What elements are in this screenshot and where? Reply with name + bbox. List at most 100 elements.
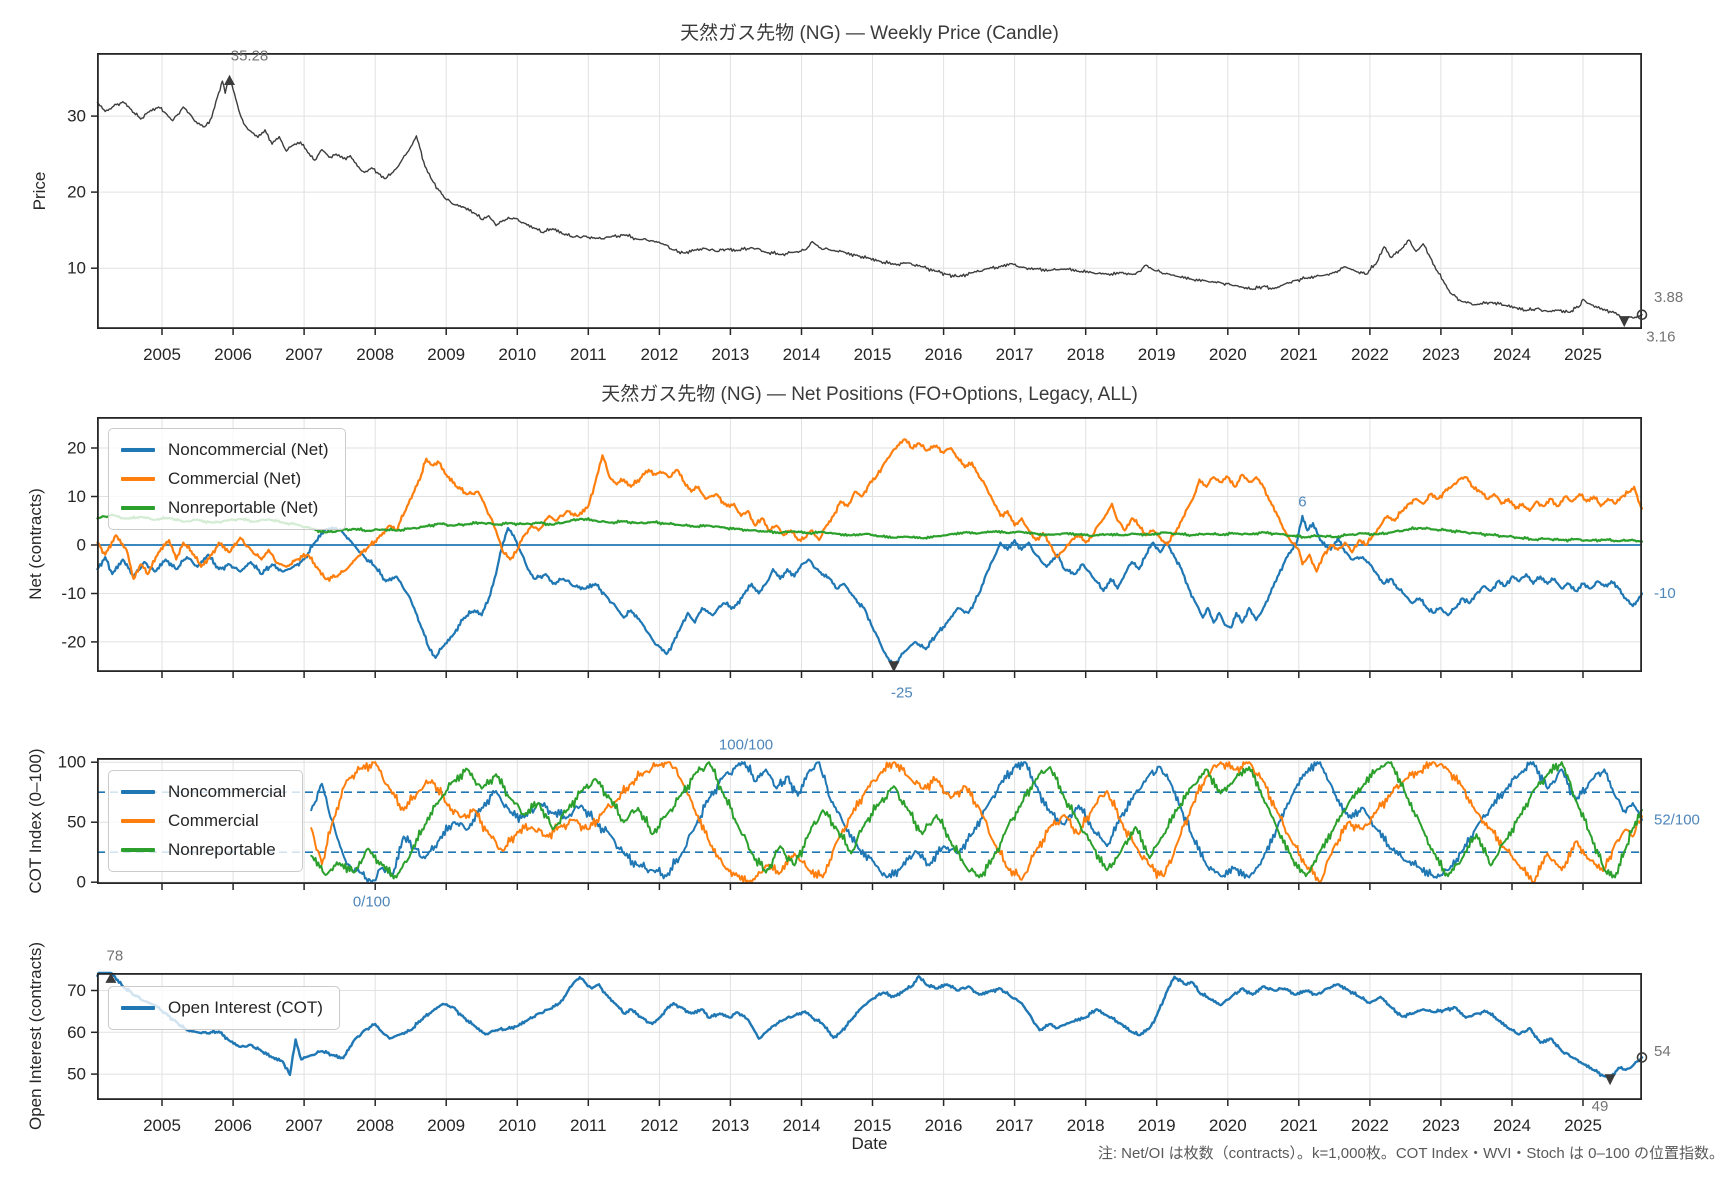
year-tick-label: 2012 bbox=[640, 345, 678, 364]
open-interest-panel-legend: Open Interest (COT) bbox=[108, 986, 340, 1030]
year-tick-label: 2014 bbox=[783, 345, 821, 364]
year-tick-label: 2011 bbox=[570, 345, 607, 364]
legend-item: Commercial bbox=[121, 809, 286, 833]
peak-marker bbox=[105, 972, 117, 983]
price-chart-title: 天然ガス先物 (NG) — Weekly Price (Candle) bbox=[680, 23, 1059, 44]
footnote: 注: Net/OI は枚数（contracts）。k=1,000枚。COT In… bbox=[1097, 1145, 1724, 1162]
net-positions-panel-ytick-label: -20 bbox=[61, 632, 86, 651]
annotation-label: 54 bbox=[1654, 1043, 1671, 1060]
year-tick-label: 2013 bbox=[711, 345, 749, 364]
year-tick-label: 2021 bbox=[1280, 1116, 1318, 1135]
annotation-label: 52/100 bbox=[1654, 811, 1700, 828]
weekly-price-line bbox=[96, 75, 1643, 321]
commercial-index-line-legend-label: Commercial bbox=[168, 811, 259, 830]
cot-index-panel-legend: Noncommercial Commercial Nonreportable bbox=[108, 770, 304, 872]
annotation-label: -25 bbox=[891, 685, 913, 702]
annotation-label: 0/100 bbox=[353, 894, 391, 911]
commercial-index-line bbox=[310, 761, 1643, 884]
legend-item: Commercial (Net) bbox=[121, 467, 329, 491]
year-tick-label: 2025 bbox=[1564, 1116, 1602, 1135]
year-tick-label: 2006 bbox=[214, 345, 252, 364]
year-tick-label: 2025 bbox=[1564, 345, 1602, 364]
year-tick-label: 2019 bbox=[1138, 345, 1176, 364]
open-interest-line-legend-label: Open Interest (COT) bbox=[168, 998, 323, 1017]
year-tick-label: 2015 bbox=[854, 345, 892, 364]
year-tick-label: 2020 bbox=[1209, 1116, 1247, 1135]
legend-item: Noncommercial bbox=[121, 780, 286, 804]
year-tick-label: 2006 bbox=[214, 1116, 252, 1135]
nonreportable-net-line bbox=[96, 513, 1644, 543]
nonreportable-net-line-legend-label: Nonreportable (Net) bbox=[168, 498, 319, 517]
nonreportable-index-line-legend-label: Nonreportable bbox=[168, 840, 276, 859]
year-tick-label: 2008 bbox=[356, 345, 394, 364]
cot-index-panel-ytick-label: 50 bbox=[67, 813, 86, 832]
net-positions-panel: -20 -10 0 10 20 6 -10 -25 bbox=[61, 416, 1676, 702]
annotation-label: -10 bbox=[1654, 585, 1676, 602]
year-tick-label: 2016 bbox=[925, 1116, 963, 1135]
year-tick-label: 2008 bbox=[356, 1116, 394, 1135]
year-tick-label: 2009 bbox=[427, 1116, 465, 1135]
year-tick-label: 2018 bbox=[1067, 345, 1105, 364]
trough-marker bbox=[1618, 316, 1630, 328]
price-panel: 2005 2006 2007 2008 2009 2010 2011 2012 2013 2014… bbox=[67, 47, 1683, 364]
annotation-label: 49 bbox=[1592, 1098, 1609, 1115]
year-tick-label: 2023 bbox=[1422, 345, 1460, 364]
year-tick-label: 2011 bbox=[570, 1116, 607, 1135]
trough-marker bbox=[888, 661, 900, 673]
date-xlabel: Date bbox=[851, 1134, 888, 1153]
year-tick-label: 2007 bbox=[285, 1116, 323, 1135]
noncommercial-net-line bbox=[96, 514, 1644, 667]
year-tick-label: 2015 bbox=[854, 1116, 892, 1135]
price-panel-ytick-label: 30 bbox=[67, 107, 86, 126]
last-value-marker bbox=[1636, 1052, 1648, 1063]
annotation-label: 6 bbox=[1298, 493, 1306, 510]
year-tick-label: 2012 bbox=[640, 1116, 678, 1135]
noncommercial-index-line-legend-swatch bbox=[121, 790, 155, 794]
price-panel-ytick-label: 10 bbox=[67, 259, 86, 278]
net-positions-panel-ytick-label: 0 bbox=[77, 536, 86, 555]
trough-marker bbox=[1604, 1074, 1616, 1086]
annotation-label: 35.28 bbox=[231, 47, 269, 64]
annotation-label: 78 bbox=[107, 947, 124, 964]
year-tick-label: 2017 bbox=[996, 345, 1034, 364]
year-tick-label: 2024 bbox=[1493, 1116, 1531, 1135]
nonreportable-index-line bbox=[310, 761, 1643, 880]
year-tick-label: 2024 bbox=[1493, 345, 1531, 364]
legend-item: Noncommercial (Net) bbox=[121, 438, 329, 462]
year-tick-label: 2005 bbox=[143, 1116, 181, 1135]
year-tick-label: 2023 bbox=[1422, 1116, 1460, 1135]
net-positions-panel-ytick-label: -10 bbox=[61, 584, 86, 603]
open-interest-line bbox=[96, 971, 1644, 1080]
annotation-label: 3.16 bbox=[1646, 329, 1675, 346]
open-interest-panel-ytick-label: 50 bbox=[67, 1065, 86, 1084]
price-ylabel: Price bbox=[30, 171, 49, 211]
legend-item: Open Interest (COT) bbox=[121, 996, 323, 1020]
year-tick-label: 2022 bbox=[1351, 345, 1389, 364]
net-positions-panel-ytick-label: 10 bbox=[67, 487, 86, 506]
cot-index-panel-ytick-label: 100 bbox=[58, 753, 86, 772]
commercial-index-line-legend-swatch bbox=[121, 819, 155, 823]
year-tick-label: 2005 bbox=[143, 345, 181, 364]
cot-index-panel-ytick-label: 0 bbox=[77, 873, 86, 892]
annotation-label: 3.88 bbox=[1654, 289, 1683, 306]
open-interest-ylabel: Open Interest (contracts) bbox=[26, 941, 45, 1131]
open-interest-panel-ytick-label: 70 bbox=[67, 981, 86, 1000]
annotation-label: 100/100 bbox=[719, 737, 773, 754]
commercial-net-line-legend-swatch bbox=[121, 477, 155, 481]
price-panel-ytick-label: 20 bbox=[67, 183, 86, 202]
open-interest-line-legend-swatch bbox=[121, 1006, 155, 1010]
year-tick-label: 2007 bbox=[285, 345, 323, 364]
year-tick-label: 2009 bbox=[427, 345, 465, 364]
cot-index-panel: 0 50 100 100/100 0/100 52/100 bbox=[58, 737, 1700, 911]
year-tick-label: 2014 bbox=[783, 1116, 821, 1135]
commercial-net-line bbox=[96, 438, 1644, 582]
noncommercial-index-line-legend-label: Noncommercial bbox=[168, 782, 287, 801]
year-tick-label: 2010 bbox=[498, 345, 536, 364]
last-value-marker bbox=[1636, 309, 1648, 321]
net-positions-title: 天然ガス先物 (NG) — Net Positions (FO+Options,… bbox=[601, 384, 1138, 405]
net-positions-panel-legend: Noncommercial (Net) Commercial (Net) Nonre… bbox=[108, 428, 346, 530]
nonreportable-net-line-legend-swatch bbox=[121, 506, 155, 510]
net-positions-panel-ytick-label: 20 bbox=[67, 439, 86, 458]
noncommercial-net-line-legend-label: Noncommercial (Net) bbox=[168, 440, 329, 459]
